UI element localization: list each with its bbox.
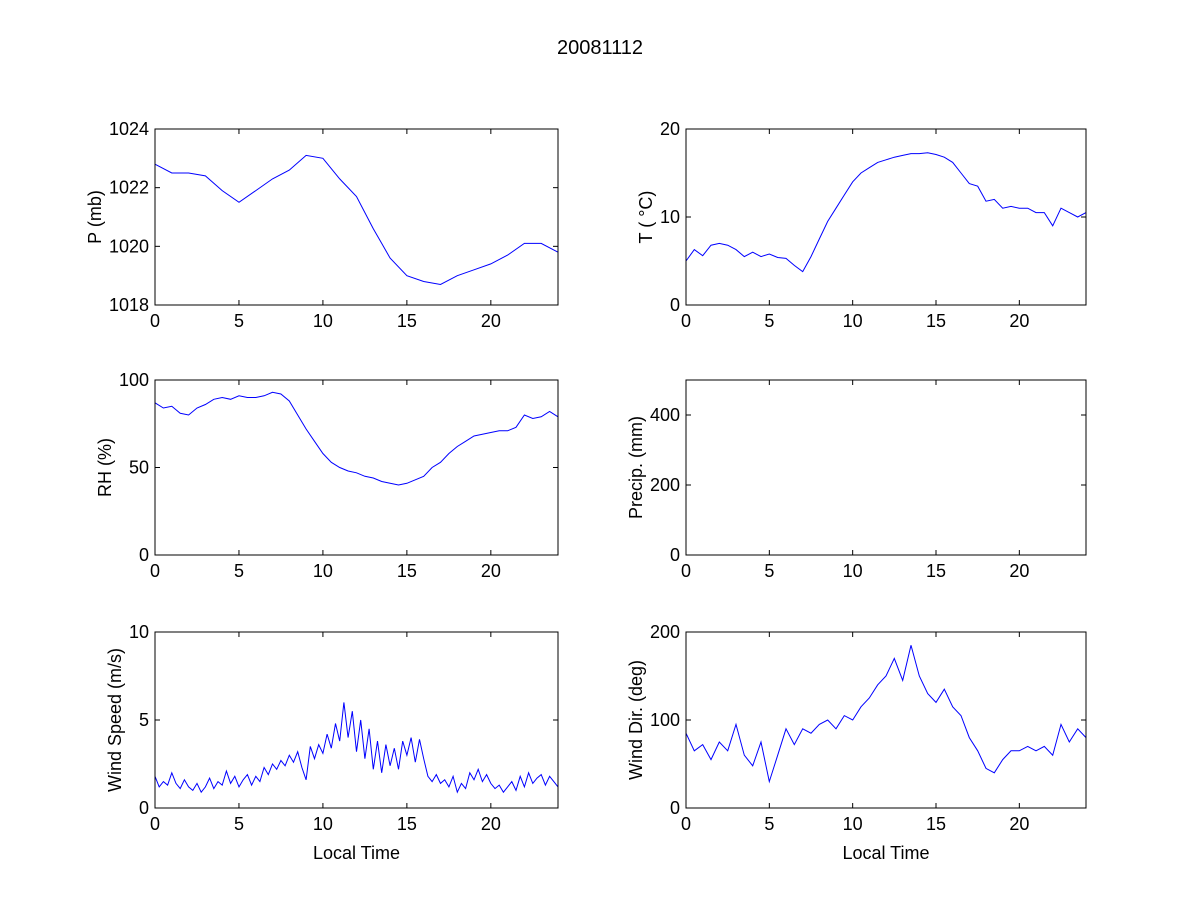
y-axis-label: RH (%): [95, 438, 115, 497]
y-tick-label: 50: [129, 458, 149, 478]
x-tick-label: 5: [234, 814, 244, 834]
axes-box: [154, 128, 559, 306]
x-tick-label: 0: [150, 561, 160, 581]
x-tick-label: 20: [1009, 311, 1029, 331]
y-tick-label: 1022: [109, 178, 149, 198]
subplot-3: 0 5 10 15 20 0 50 100 RH (%): [95, 370, 559, 581]
y-tick-label: 0: [670, 798, 680, 818]
subplot-1: 0 5 10 15 20 1018 1020 1022 1024 P (mb): [85, 119, 559, 331]
y-tick-label: 0: [139, 798, 149, 818]
x-tick-label: 10: [313, 311, 333, 331]
x-tick-label: 10: [843, 561, 863, 581]
y-tick-label: 1024: [109, 119, 149, 139]
y-tick-label: 200: [650, 622, 680, 642]
y-tick-label: 400: [650, 405, 680, 425]
x-tick-label: 5: [764, 814, 774, 834]
y-axis-label: Precip. (mm): [626, 416, 646, 519]
y-tick-label: 5: [139, 710, 149, 730]
subplot-2: 0 5 10 15 20 0 10 20 T ( °C): [636, 119, 1087, 331]
y-tick-label: 1018: [109, 295, 149, 315]
x-tick-label: 20: [1009, 814, 1029, 834]
axes-box: [685, 379, 1087, 556]
x-tick-label: 15: [397, 311, 417, 331]
x-tick-label: 0: [150, 814, 160, 834]
data-series-line: [685, 645, 1087, 784]
data-series-line: [154, 702, 559, 794]
x-tick-label: 5: [234, 311, 244, 331]
y-tick-label: 0: [670, 545, 680, 565]
x-tick-label: 10: [843, 814, 863, 834]
x-tick-label: 0: [681, 814, 691, 834]
x-axis-label: Local Time: [313, 843, 400, 863]
x-tick-label: 0: [150, 311, 160, 331]
x-tick-label: 10: [313, 561, 333, 581]
y-tick-label: 1020: [109, 236, 149, 256]
x-axis-label: Local Time: [842, 843, 929, 863]
x-tick-label: 10: [843, 311, 863, 331]
x-tick-label: 20: [481, 814, 501, 834]
y-axis-label: T ( °C): [636, 191, 656, 244]
x-tick-label: 10: [313, 814, 333, 834]
data-series-line: [154, 391, 559, 486]
x-tick-label: 5: [764, 311, 774, 331]
x-tick-label: 20: [481, 561, 501, 581]
x-tick-label: 5: [234, 561, 244, 581]
x-tick-label: 20: [481, 311, 501, 331]
x-tick-label: 15: [397, 814, 417, 834]
x-tick-label: 0: [681, 311, 691, 331]
data-series-line: [154, 154, 559, 286]
figure-title: 20081112: [557, 37, 643, 59]
x-tick-label: 15: [926, 814, 946, 834]
data-series-line: [685, 152, 1087, 273]
y-tick-label: 10: [660, 207, 680, 227]
y-tick-label: 100: [119, 370, 149, 390]
y-tick-label: 0: [670, 295, 680, 315]
y-tick-label: 0: [139, 545, 149, 565]
y-axis-label: P (mb): [85, 190, 105, 244]
x-tick-label: 0: [681, 561, 691, 581]
x-tick-label: 15: [926, 311, 946, 331]
y-tick-label: 100: [650, 710, 680, 730]
y-axis-label: Wind Dir. (deg): [626, 660, 646, 780]
x-tick-label: 5: [764, 561, 774, 581]
y-tick-label: 200: [650, 475, 680, 495]
y-tick-label: 10: [129, 622, 149, 642]
x-tick-label: 20: [1009, 561, 1029, 581]
y-axis-label: Wind Speed (m/s): [105, 648, 125, 792]
x-tick-label: 15: [926, 561, 946, 581]
y-tick-label: 20: [660, 119, 680, 139]
x-tick-label: 15: [397, 561, 417, 581]
